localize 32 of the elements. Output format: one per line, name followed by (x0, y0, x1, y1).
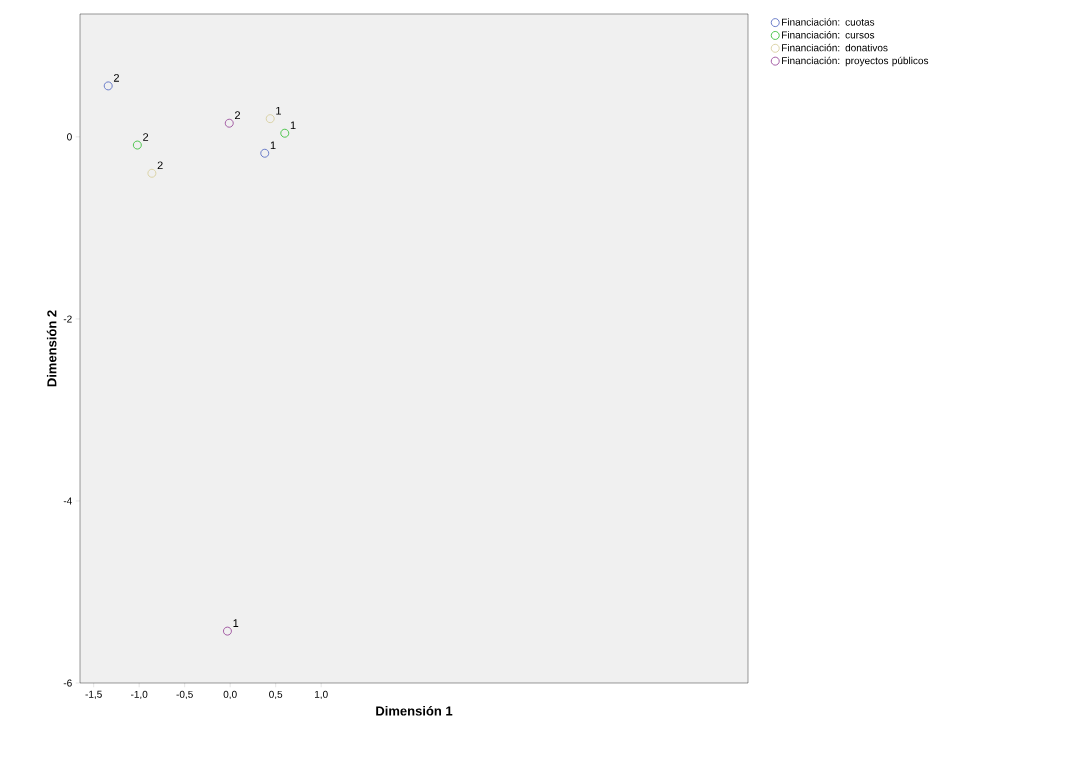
legend-label: Financiación: cuotas (782, 18, 875, 26)
annotation: 1 (290, 121, 296, 130)
y-tick-label: 0 (67, 133, 72, 141)
y-axis-title: Dimensión 2 (46, 310, 57, 387)
x-tick-label: -0,5 (176, 690, 193, 700)
point (260, 148, 270, 158)
annotation: 1 (233, 619, 239, 627)
legend-label: Financiación: donativos (782, 43, 888, 52)
x-axis-title: Dimensión 1 (376, 705, 453, 716)
point (222, 626, 232, 636)
point (147, 168, 157, 178)
y-tick-label: -4 (63, 497, 72, 505)
point (280, 128, 290, 138)
annotation: 2 (157, 161, 163, 170)
annotation: 2 (113, 74, 119, 82)
point (265, 114, 275, 124)
point (103, 81, 113, 91)
point (132, 140, 142, 150)
x-tick-label: 0,0 (223, 690, 237, 700)
annotation: 1 (270, 141, 276, 150)
x-tick-label: 0,5 (269, 690, 283, 700)
x-tick-label: -1,0 (130, 690, 148, 700)
point (224, 118, 234, 128)
annotation: 2 (235, 111, 241, 120)
x-tick-label: -1,5 (85, 690, 102, 699)
y-tick-label: -2 (63, 315, 72, 323)
x-tick-label: 1,0 (314, 690, 328, 700)
y-tick-label: -6 (63, 679, 72, 687)
legend-label: Financiación: proyectos públicos (782, 56, 929, 67)
annotation: 2 (143, 133, 149, 141)
annotation: 1 (276, 106, 281, 115)
legend-label: Financiación: cursos (782, 31, 875, 39)
